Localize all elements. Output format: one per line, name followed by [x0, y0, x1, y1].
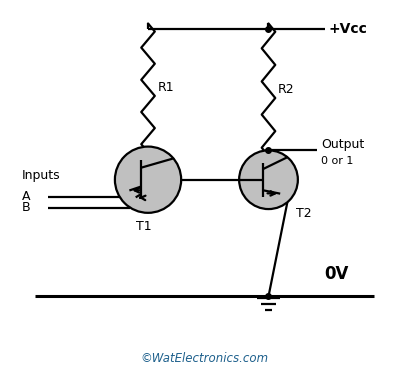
Text: Output: Output: [321, 138, 364, 151]
Text: T1: T1: [137, 220, 152, 233]
Text: +Vcc: +Vcc: [329, 22, 368, 36]
Text: B: B: [22, 201, 31, 214]
Text: T2: T2: [296, 207, 312, 220]
Text: R1: R1: [157, 81, 174, 94]
Circle shape: [239, 151, 298, 209]
Circle shape: [115, 147, 181, 213]
Text: A: A: [22, 190, 30, 203]
Text: 0V: 0V: [324, 265, 348, 283]
Text: R2: R2: [278, 83, 294, 96]
Text: 0 or 1: 0 or 1: [321, 156, 353, 166]
Text: ©WatElectronics.com: ©WatElectronics.com: [140, 352, 269, 365]
Text: Inputs: Inputs: [22, 170, 61, 183]
